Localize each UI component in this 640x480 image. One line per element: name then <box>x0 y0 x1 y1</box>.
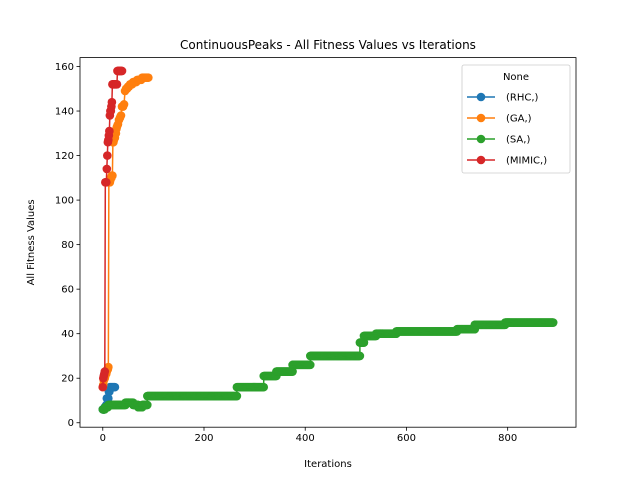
legend-marker <box>476 134 486 144</box>
y-tick-label: 60 <box>61 285 74 296</box>
data-point <box>355 351 365 361</box>
data-point <box>108 171 117 180</box>
series-mimic <box>98 66 127 392</box>
y-tick-label: 0 <box>68 418 74 429</box>
data-point <box>102 177 111 187</box>
data-point <box>119 100 129 109</box>
x-tick-label: 800 <box>498 433 517 444</box>
y-tick-label: 140 <box>55 107 74 118</box>
data-point <box>105 126 114 136</box>
legend: None (RHC,) (GA,) (SA,) (MIMIC,) <box>461 64 571 174</box>
legend-entries: (RHC,) (GA,) (SA,) (MIMIC,) <box>467 93 547 167</box>
series-ga <box>98 73 153 392</box>
x-tick-label: 0 <box>100 433 106 444</box>
legend-title: None <box>503 72 529 83</box>
legend-entry: (RHC,) <box>467 93 539 104</box>
legend-entry: (SA,) <box>467 135 530 146</box>
legend-label: (SA,) <box>506 135 530 146</box>
data-point <box>112 80 122 89</box>
x-tick-label: 200 <box>194 433 213 444</box>
legend-marker <box>476 113 486 123</box>
y-tick-label: 40 <box>61 329 74 340</box>
data-point <box>107 97 117 107</box>
x-axis-label: Iterations <box>304 459 352 470</box>
series-sa <box>98 318 558 414</box>
y-tick-label: 120 <box>55 151 74 162</box>
chart-title: ContinuousPeaks - All Fitness Values vs … <box>180 38 476 52</box>
legend-marker <box>476 155 486 165</box>
data-point <box>110 382 120 392</box>
data-point <box>104 393 113 403</box>
y-axis-label: All Fitness Values <box>26 199 37 285</box>
plot-area <box>98 66 558 414</box>
legend-label: (MIMIC,) <box>506 156 547 167</box>
data-point <box>143 400 152 410</box>
legend-entry: (MIMIC,) <box>467 156 547 167</box>
axes-frame <box>79 57 577 428</box>
data-point <box>232 391 242 401</box>
y-tick-label: 160 <box>55 62 74 73</box>
y-tick-label: 100 <box>55 196 74 207</box>
x-tick-label: 400 <box>296 433 315 444</box>
data-point <box>259 382 269 392</box>
y-tick-label: 80 <box>61 240 74 251</box>
data-point <box>103 151 112 160</box>
data-point <box>117 66 127 76</box>
data-point <box>359 338 369 347</box>
data-point <box>548 318 558 327</box>
data-point <box>288 367 297 376</box>
legend-label: (GA,) <box>506 114 532 125</box>
y-axis: 0 20 40 60 80 100 120 140 160 <box>55 62 80 429</box>
x-axis: 0 200 400 600 800 <box>100 427 517 444</box>
legend-box <box>461 64 571 174</box>
x-tick-label: 600 <box>397 433 416 444</box>
data-point <box>116 111 126 120</box>
legend-entry: (GA,) <box>467 114 532 125</box>
data-point <box>144 73 153 82</box>
data-point <box>305 360 315 370</box>
data-point <box>100 367 110 376</box>
data-point <box>102 164 112 174</box>
legend-label: (RHC,) <box>506 93 539 104</box>
legend-marker <box>476 92 486 102</box>
y-tick-label: 20 <box>61 374 74 385</box>
data-point <box>98 382 108 392</box>
